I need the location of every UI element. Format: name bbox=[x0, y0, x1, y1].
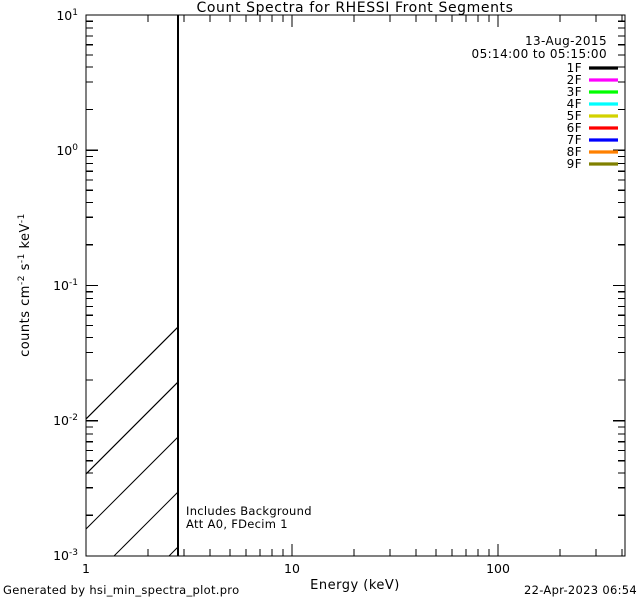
legend-label: 3F bbox=[567, 85, 582, 99]
legend-label: 1F bbox=[567, 61, 582, 75]
y-tick-mantissa: 10 bbox=[53, 413, 69, 428]
legend-label: 2F bbox=[567, 73, 582, 87]
observation-date: 13-Aug-2015 bbox=[525, 34, 607, 48]
y-tick-label: 100 bbox=[56, 143, 78, 158]
y-tick-mantissa: 10 bbox=[56, 143, 72, 158]
page-title: Count Spectra for RHESSI Front Segments bbox=[196, 0, 513, 16]
annotation-includes-background: Includes Background bbox=[186, 504, 312, 518]
y-tick-exponent: 1 bbox=[72, 8, 78, 18]
y-tick-mantissa: 10 bbox=[56, 8, 72, 23]
legend-label: 9F bbox=[567, 157, 582, 171]
legend-item-8f[interactable]: 8F bbox=[567, 145, 618, 159]
legend-item-4f[interactable]: 4F bbox=[567, 97, 618, 111]
y-tick-mantissa: 10 bbox=[53, 548, 69, 563]
legend-label: 8F bbox=[567, 145, 582, 159]
plot-frame bbox=[85, 14, 626, 557]
y-tick-exponent: 0 bbox=[72, 143, 78, 153]
observation-time-range: 05:14:00 to 05:15:00 bbox=[472, 47, 607, 61]
y-axis-title-base: counts cm bbox=[18, 285, 33, 357]
x-tick-label: 1 bbox=[82, 561, 90, 576]
legend: 1F 2F 3F 4F 5F bbox=[567, 61, 618, 171]
x-tick-label: 10 bbox=[284, 561, 300, 576]
x-axis-tick-labels: 1 10 100 bbox=[82, 561, 510, 576]
y-tick-mantissa: 10 bbox=[53, 278, 69, 293]
legend-label: 4F bbox=[567, 97, 582, 111]
legend-item-9f[interactable]: 9F bbox=[567, 157, 618, 171]
y-axis-title-exp2: -1 bbox=[17, 253, 27, 263]
legend-label: 6F bbox=[567, 121, 582, 135]
y-tick-label: 10-1 bbox=[53, 278, 78, 293]
annotation-attenuator-state: Att A0, FDecim 1 bbox=[186, 517, 288, 531]
legend-item-6f[interactable]: 6F bbox=[567, 121, 618, 135]
legend-label: 5F bbox=[567, 109, 582, 123]
y-tick-label: 10-2 bbox=[53, 413, 78, 428]
y-axis-title: counts cm-2 s-1 keV-1 bbox=[17, 213, 33, 357]
y-tick-label: 10-3 bbox=[53, 548, 78, 563]
y-axis-ticks bbox=[86, 14, 625, 557]
footer-timestamp: 22-Apr-2023 06:54 bbox=[524, 583, 637, 597]
y-axis-title-exp3: -1 bbox=[17, 213, 27, 223]
y-tick-exponent: -3 bbox=[69, 548, 78, 558]
legend-item-5f[interactable]: 5F bbox=[567, 109, 618, 123]
y-axis-title-mid1: s bbox=[18, 263, 33, 275]
y-axis-title-exp1: -2 bbox=[17, 275, 27, 285]
legend-item-2f[interactable]: 2F bbox=[567, 73, 618, 87]
y-axis-tick-labels: 101 100 10-1 10-2 10-3 bbox=[53, 8, 78, 563]
footer-generated-by: Generated by hsi_min_spectra_plot.pro bbox=[3, 583, 239, 597]
legend-item-7f[interactable]: 7F bbox=[567, 133, 618, 147]
x-axis-title: Energy (keV) bbox=[310, 578, 400, 593]
x-axis-ticks bbox=[85, 15, 623, 556]
y-tick-exponent: -1 bbox=[69, 278, 78, 288]
y-axis-title-mid2: keV bbox=[18, 223, 33, 253]
y-tick-label: 101 bbox=[56, 8, 78, 23]
y-tick-exponent: -2 bbox=[69, 413, 78, 423]
legend-item-3f[interactable]: 3F bbox=[567, 85, 618, 99]
x-tick-label: 100 bbox=[486, 561, 510, 576]
legend-item-1f[interactable]: 1F bbox=[567, 61, 618, 75]
legend-label: 7F bbox=[567, 133, 582, 147]
